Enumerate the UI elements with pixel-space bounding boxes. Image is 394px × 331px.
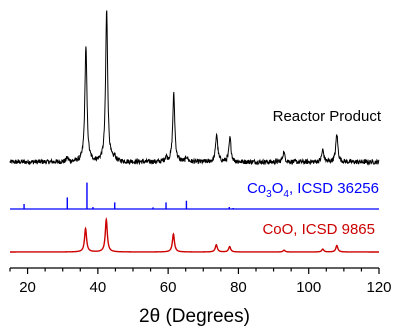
x-axis-title-suffix: (Degrees) <box>160 306 250 327</box>
label-co3o4-part-2: O <box>272 180 284 197</box>
label-co3o4-subscript-2: 4 <box>283 189 289 200</box>
legend-label-co3o4: Co3O4, ICSD 36256 <box>247 180 379 200</box>
x-tick-label: 60 <box>160 279 177 296</box>
x-tick-label: 100 <box>296 279 321 296</box>
series-line-coo <box>10 216 379 253</box>
legend-label-reactor-product: Reactor Product <box>273 108 382 125</box>
label-co3o4-part-3: , ICSD 36256 <box>289 180 379 197</box>
x-tick-label: 40 <box>90 279 107 296</box>
x-tick-label: 20 <box>19 279 36 296</box>
x-tick-label: 120 <box>366 279 391 296</box>
x-axis-ticks: 20 40 60 80 100 120 <box>9 268 392 296</box>
label-co3o4-part-1: Co <box>247 180 266 197</box>
x-axis-title-theta: θ <box>150 306 161 327</box>
x-axis-title-prefix: 2 <box>139 306 150 327</box>
legend-label-coo: CoO, ICSD 9865 <box>262 221 375 238</box>
x-axis-title: 2θ (Degrees) <box>139 306 250 327</box>
plot-area <box>9 10 380 253</box>
label-co3o4-subscript-1: 3 <box>266 189 272 200</box>
series-line-reactor-product <box>9 10 380 166</box>
x-tick-label: 80 <box>230 279 247 296</box>
